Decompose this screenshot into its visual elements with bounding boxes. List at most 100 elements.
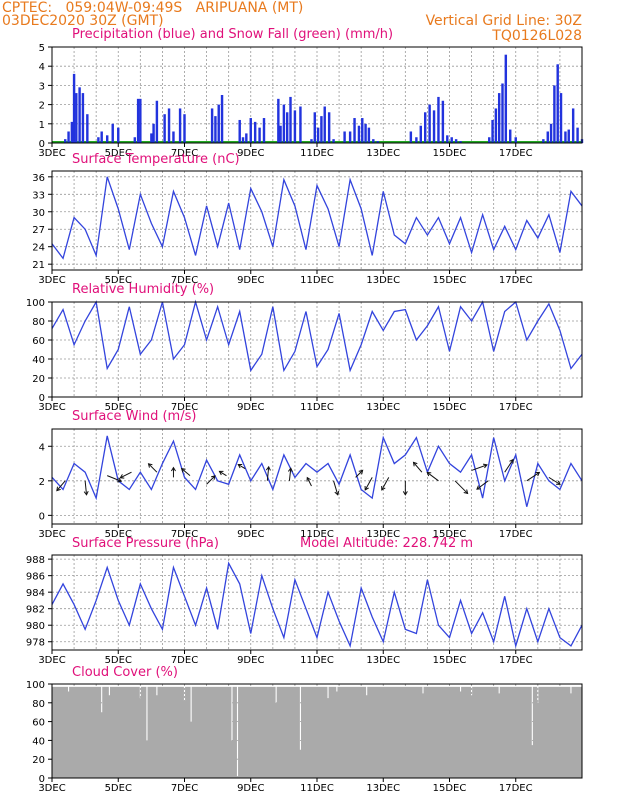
wind-arrow [56, 480, 66, 491]
y-tick-label: 2 [39, 101, 45, 112]
precip-bar [571, 108, 575, 143]
x-tick-label: 9DEC [237, 148, 264, 159]
header-model-id: TQ0126L028 [492, 28, 582, 44]
y-tick-label: 0 [39, 139, 45, 150]
wind-arrow [364, 477, 373, 491]
x-tick-label: 17DEC [499, 655, 533, 666]
wind-arrow-head [509, 458, 514, 464]
x-tick-label: 17DEC [499, 275, 533, 286]
precip-bar [437, 96, 440, 143]
precip-bar [86, 114, 89, 143]
x-tick-label: 5DEC [105, 402, 132, 413]
wind-arrow [120, 471, 132, 479]
wind-arrow-head [426, 471, 432, 477]
x-tick-label: 13DEC [366, 655, 400, 666]
precip-bar [238, 119, 241, 143]
y-tick-label: 0 [39, 511, 45, 522]
wind-arrow [454, 480, 468, 494]
x-tick-label: 3DEC [38, 402, 65, 413]
precip-bar [553, 85, 556, 143]
precip-bar [178, 108, 182, 143]
y-tick-label: 1 [39, 120, 45, 131]
x-tick-label: 9DEC [237, 402, 264, 413]
wind-arrow [548, 476, 561, 485]
wind-arrow-head [210, 475, 216, 480]
precip-bar [367, 127, 371, 143]
precip-bar [348, 131, 352, 143]
panel-title: Surface Wind (m/s) [72, 409, 196, 424]
y-tick-label: 40 [32, 355, 45, 366]
precip-bar [454, 139, 458, 143]
x-tick-label: 11DEC [300, 275, 334, 286]
series-line [51, 561, 583, 649]
precip-bar [501, 83, 504, 143]
wind-arrow [355, 470, 363, 478]
precip-bar [327, 112, 331, 143]
precip-bar [316, 127, 320, 143]
precip-bar [282, 104, 286, 143]
precip-bar [105, 135, 109, 143]
x-tick-label: 9DEC [237, 783, 264, 794]
wind-arrow-head [463, 489, 469, 495]
precip-bar [72, 73, 76, 143]
x-tick-label: 17DEC [499, 148, 533, 159]
cloud-cover-area [52, 686, 582, 778]
precip-bar [376, 141, 379, 143]
x-tick-label: 15DEC [433, 529, 467, 540]
precip-bar [152, 123, 155, 143]
x-tick-label: 7DEC [171, 275, 198, 286]
precip-bar [542, 139, 545, 143]
y-tick-label: 21 [32, 260, 45, 271]
x-tick-label: 5DEC [105, 529, 132, 540]
wind-arrow [526, 472, 540, 482]
wind-arrow [266, 466, 270, 481]
y-tick-label: 40 [32, 736, 45, 747]
precip-bar [497, 93, 501, 143]
wind-arrow [107, 475, 122, 482]
precip-bar [432, 110, 436, 143]
wind-arrow [426, 472, 439, 482]
precip-bar [343, 131, 346, 143]
x-tick-label: 7DEC [171, 529, 198, 540]
wind-arrow [471, 464, 488, 471]
precip-bar [357, 125, 361, 143]
wind-arrow [84, 480, 88, 495]
wind-arrow [148, 463, 158, 473]
x-tick-label: 13DEC [366, 402, 400, 413]
precip-bar [567, 129, 570, 143]
wind-arrow-head [306, 476, 311, 482]
y-tick-label: 984 [26, 588, 45, 599]
precip-bar [323, 106, 326, 143]
wind-arrow [288, 468, 292, 481]
panel-title: Relative Humidity (%) [72, 282, 214, 297]
wind-arrow [413, 462, 423, 473]
x-tick-label: 17DEC [499, 783, 533, 794]
wind-arrow [181, 468, 191, 477]
y-tick-label: 27 [32, 225, 45, 236]
precip-bar [320, 116, 323, 143]
wind-arrow [476, 480, 489, 490]
precip-bar [423, 112, 427, 143]
precip-bar [364, 123, 367, 143]
x-tick-label: 3DEC [38, 529, 65, 540]
panel-1: 21 24 27 30 33 36 3DEC 5DEC 7DEC 9DEC 11DEC 13DEC 15… [32, 152, 583, 286]
precip-bar [279, 125, 282, 143]
precip-bar [372, 139, 375, 143]
precip-bar [285, 112, 289, 143]
precip-bar [220, 95, 224, 143]
series-line [51, 176, 583, 260]
precip-bar [97, 137, 100, 143]
wind-arrow-head [402, 491, 408, 496]
y-tick-label: 4 [39, 62, 45, 73]
y-tick-label: 980 [26, 621, 45, 632]
wind-arrow-head [119, 474, 125, 479]
x-tick-label: 15DEC [433, 783, 467, 794]
header-station-line: CPTEC: 059:04W-09:49S ARIPUANA (MT) [2, 0, 304, 16]
panel-title: Cloud Cover (%) [72, 665, 178, 680]
x-tick-label: 3DEC [38, 275, 65, 286]
precip-bar [361, 118, 364, 143]
x-tick-label: 3DEC [38, 655, 65, 666]
precip-bar [167, 108, 171, 143]
precip-bar [549, 123, 553, 143]
precip-bar [289, 96, 292, 143]
